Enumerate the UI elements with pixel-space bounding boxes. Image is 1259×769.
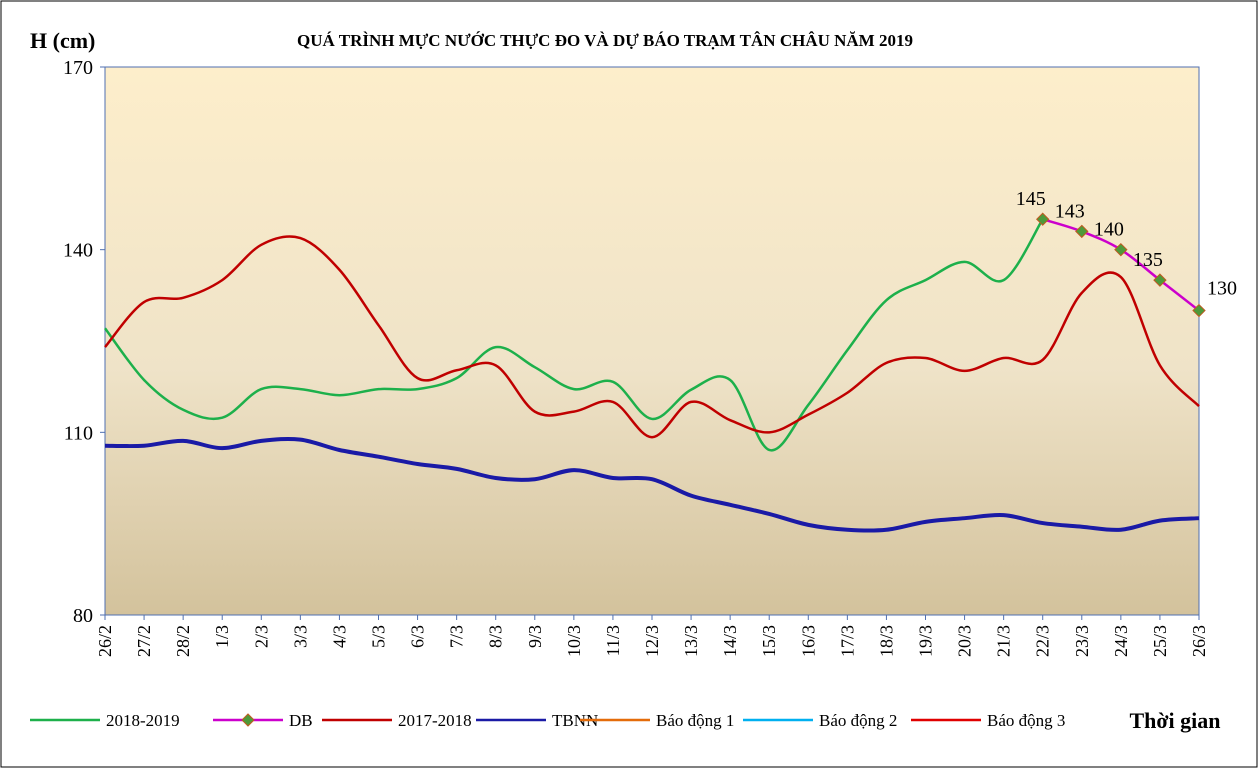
data-label: 135 [1133,249,1163,271]
marker [1075,224,1089,239]
x-tick-label: 11/3 [603,625,623,656]
legend-marker [241,713,255,727]
legend-label: Báo động 3 [987,711,1065,730]
x-tick-label: 27/2 [134,625,154,657]
legend-label: Báo động 2 [819,711,897,730]
series-line [104,235,1200,439]
plot-area [104,66,1200,616]
legend-label: DB [289,711,313,730]
x-tick-label: 25/3 [1150,625,1170,657]
x-tick-label: 8/3 [486,625,506,648]
y-tick-label: 110 [64,422,93,444]
x-tick-label: 23/3 [1072,625,1092,657]
x-tick-label: 12/3 [642,625,662,657]
data-label: 145 [1016,188,1046,210]
x-tick-label: 26/2 [95,625,115,657]
x-tick-label: 14/3 [720,625,740,657]
x-tick-label: 2/3 [251,625,271,648]
x-axis-label: Thời gian [1129,708,1220,733]
marker [1036,212,1050,226]
x-tick-label: 6/3 [408,625,428,648]
x-tick-label: 21/3 [994,625,1014,657]
y-tick-label: 140 [63,240,93,262]
data-label: 140 [1094,219,1124,241]
x-tick-label: 5/3 [369,625,389,648]
legend-label: 2018-2019 [106,711,180,730]
x-tick-label: 13/3 [681,625,701,657]
series-line [104,218,1044,452]
y-tick-label: 170 [63,57,93,79]
x-tick-label: 1/3 [212,625,232,648]
x-tick-label: 15/3 [759,625,779,657]
chart-title: QUÁ TRÌNH MỰC NƯỚC THỰC ĐO VÀ DỰ BÁO TRẠ… [297,31,913,50]
x-tick-label: 17/3 [837,625,857,657]
y-axis-label: H (cm) [30,28,95,53]
x-tick-label: 24/3 [1111,625,1131,657]
x-tick-label: 20/3 [955,625,975,657]
x-tick-label: 22/3 [1033,625,1053,657]
x-tick-label: 10/3 [564,625,584,657]
x-tick-label: 16/3 [798,625,818,657]
x-tick-label: 28/2 [173,625,193,657]
x-tick-label: 7/3 [447,625,467,648]
data-label: 143 [1055,200,1085,222]
data-label: 130 [1207,278,1237,300]
marker [1153,273,1167,287]
x-tick-label: 26/3 [1189,625,1209,657]
x-tick-label: 9/3 [525,625,545,648]
y-tick-label: 80 [73,605,93,627]
legend-label: Báo động 1 [656,711,734,730]
x-tick-label: 3/3 [290,625,310,648]
series-line [104,436,1200,533]
marker [1192,303,1206,318]
x-tick-label: 4/3 [329,625,349,648]
marker [1114,242,1128,257]
legend-label: 2017-2018 [398,711,472,730]
x-tick-label: 19/3 [916,625,936,657]
x-tick-label: 18/3 [876,625,896,657]
legend-label: TBNN [552,711,598,730]
